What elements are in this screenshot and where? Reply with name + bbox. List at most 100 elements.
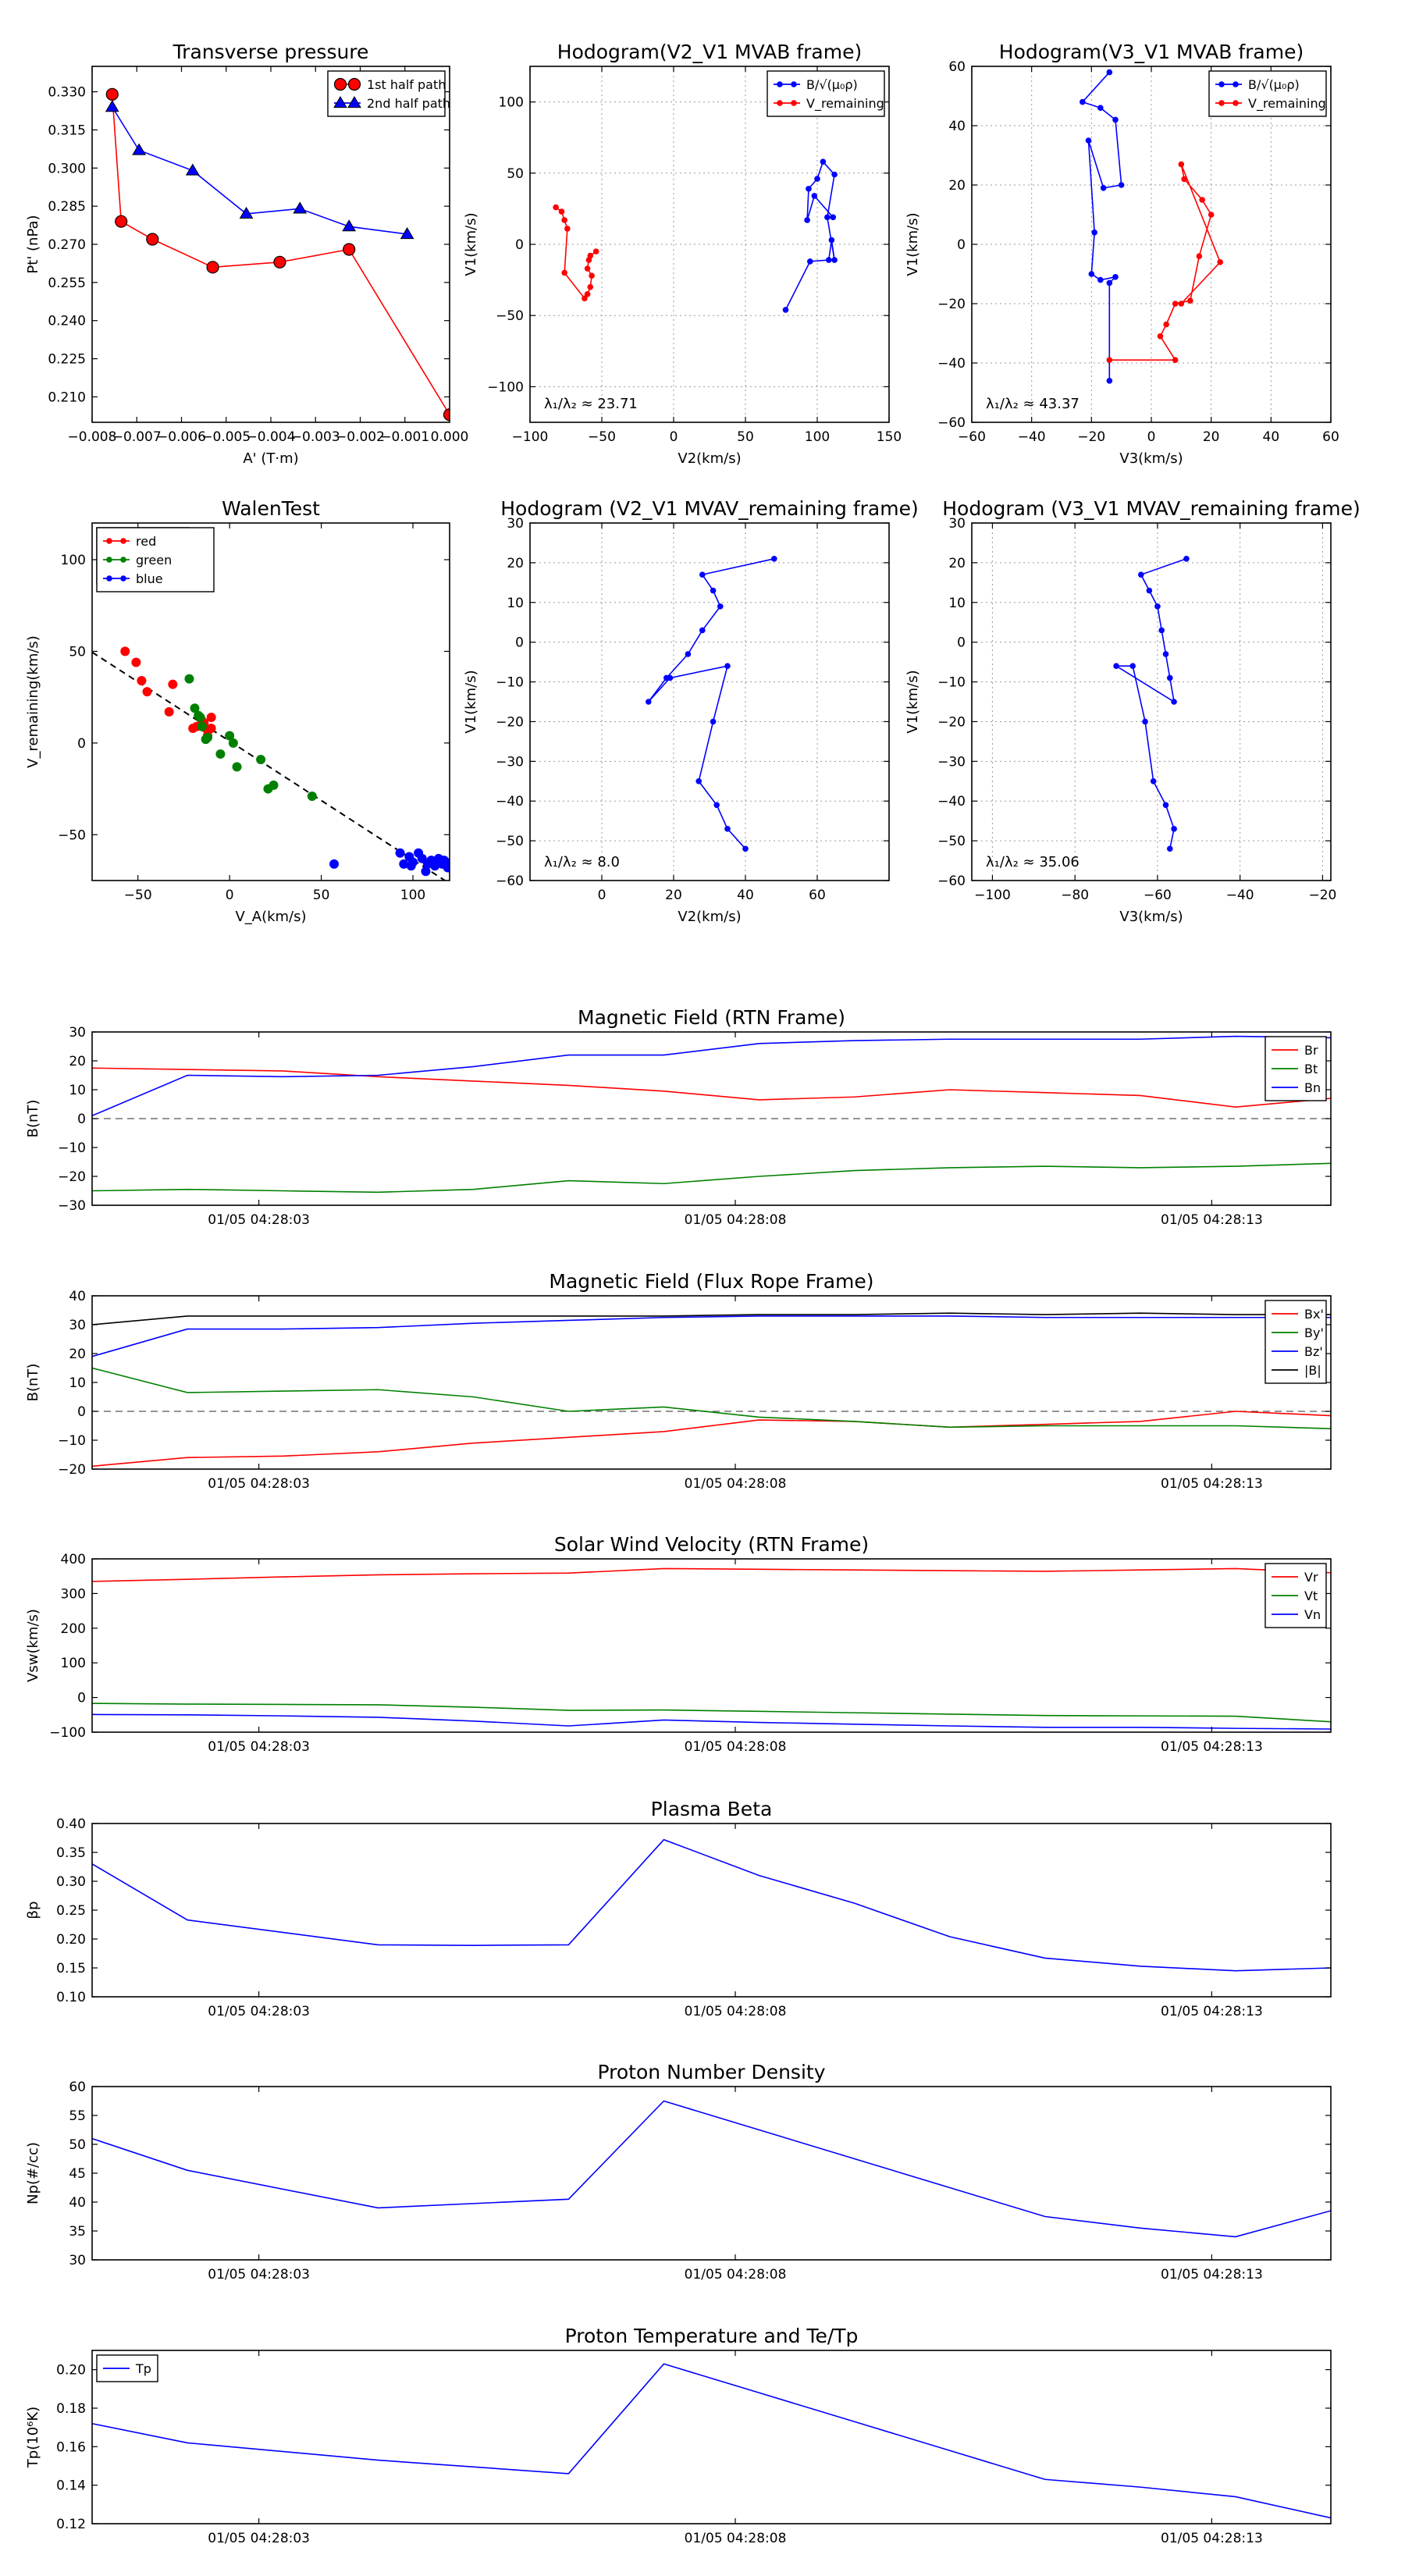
y-tick-label: −10: [58, 1433, 86, 1449]
hodogram-v3-v1-mvav-panel: −100 −80 −60 −40 −20−60−50−40−30−20−10010203…: [905, 497, 1361, 925]
data-point: [713, 802, 720, 809]
y-tick-label: 20: [507, 556, 524, 571]
legend-label: B/√(μ₀ρ): [806, 77, 858, 92]
annotation-text: λ₁/λ₂ ≈ 23.71: [544, 396, 638, 412]
y-axis-label: B(nT): [25, 1100, 41, 1138]
y-tick-label: 0.40: [56, 1816, 86, 1832]
data-point: [1112, 116, 1119, 123]
y-tick-label: 0.14: [56, 2478, 86, 2494]
x-tick-label: 01/05 04:28:03: [208, 1212, 310, 1228]
legend-label: Tp: [135, 2361, 151, 2376]
data-point: [105, 100, 119, 112]
data-point: [329, 859, 340, 869]
x-tick-label: 01/05 04:28:08: [685, 1212, 787, 1228]
data-point: [771, 556, 777, 562]
data-point: [1166, 674, 1173, 681]
x-tick-label: 01/05 04:28:03: [208, 2267, 310, 2282]
x-tick-label: 01/05 04:28:03: [208, 2004, 310, 2019]
hodogram-v2-v1-mvab-series: [553, 158, 838, 313]
y-tick-label: −10: [496, 675, 524, 691]
x-tick-label: 01/05 04:28:08: [685, 1476, 787, 1492]
data-point: [228, 738, 238, 748]
legend-box: [327, 70, 446, 117]
y-tick-label: 20: [69, 1347, 86, 1362]
data-point: [1162, 802, 1169, 809]
x-tick-label: −0.003: [291, 429, 340, 445]
series-line-Vr: [92, 1567, 1331, 1582]
chart-title: Solar Wind Velocity (RTN Frame): [554, 1533, 869, 1556]
data-point: [206, 724, 216, 734]
data-point: [1172, 357, 1179, 364]
data-point: [1171, 826, 1177, 832]
data-point: [1187, 297, 1193, 304]
data-point: [824, 214, 831, 221]
plasma-beta-series: [92, 1838, 1331, 1972]
x-tick-label: 01/05 04:28:13: [1161, 2004, 1263, 2019]
y-tick-label: −100: [487, 379, 524, 395]
data-point: [399, 859, 409, 869]
chart-title: Hodogram (V3_V1 MVAV_remaining frame): [942, 497, 1361, 520]
y-tick-label: 100: [61, 553, 86, 568]
x-axis-label: V_A(km/s): [235, 909, 306, 925]
x-tick-label: −0.002: [336, 429, 385, 445]
x-tick-label: −50: [588, 429, 616, 445]
y-tick-label: 10: [948, 596, 966, 611]
data-point: [1217, 259, 1223, 265]
y-tick-label: 400: [61, 1552, 86, 1567]
data-point: [695, 777, 702, 785]
data-point: [430, 861, 440, 871]
proton-temperature-series: [92, 2363, 1331, 2519]
y-tick-label: −40: [937, 356, 966, 372]
x-axis-label: A' (T·m): [243, 450, 298, 467]
x-tick-label: 01/05 04:28:13: [1161, 2267, 1263, 2282]
hodogram-v3-v1-mvab-series: [1080, 69, 1223, 384]
series-line-Bx': [92, 1411, 1331, 1468]
y-tick-label: 10: [69, 1083, 86, 1098]
y-tick-label: 0: [77, 1691, 86, 1706]
chart-title: Plasma Beta: [651, 1798, 773, 1820]
data-point: [1097, 276, 1104, 283]
legend-label: Br: [1304, 1043, 1318, 1058]
x-tick-label: −0.006: [157, 429, 206, 445]
y-tick-label: −50: [496, 308, 524, 324]
y-tick-label: −20: [937, 297, 966, 312]
y-tick-label: 45: [69, 2166, 86, 2182]
legend-marker: [777, 81, 783, 87]
legend-marker: [120, 538, 126, 544]
y-tick-label: 0.210: [48, 390, 86, 405]
data-point: [1157, 333, 1164, 340]
data-point: [646, 699, 652, 705]
data-point: [742, 845, 749, 852]
data-point: [685, 651, 692, 657]
y-tick-label: 30: [69, 2253, 86, 2268]
chart-title: WalenTest: [222, 497, 320, 520]
data-point: [587, 283, 594, 290]
magnetic-field-flux-rope-panel: 01/05 04:28:03 01/05 04:28:08 01/05 04:28:…: [25, 1270, 1332, 1492]
series-line-Vn: [92, 1713, 1331, 1730]
data-point: [206, 261, 219, 274]
y-axis-label: Vsw(km/s): [25, 1609, 41, 1682]
magnetic-field-rtn-panel: 01/05 04:28:03 01/05 04:28:08 01/05 04:28:…: [25, 1006, 1332, 1228]
data-point: [1097, 105, 1104, 111]
data-point: [1171, 699, 1177, 705]
chart-title: Magnetic Field (Flux Rope Frame): [549, 1270, 873, 1293]
legend-label: V_remaining: [806, 96, 884, 112]
data-point: [343, 243, 356, 256]
x-tick-label: 0.000: [431, 429, 469, 445]
hodogram-v2-v1-mvav-panel: 0 20 40 60 −60 −50 −40 −30 −20 −10 0 10 20 30Hodogram…: [463, 497, 919, 925]
y-tick-label: 0.255: [48, 276, 86, 291]
solar-wind-velocity-panel: 01/05 04:28:03 01/05 04:28:08 01/05 04:28:…: [25, 1533, 1332, 1755]
x-tick-label: 100: [400, 888, 425, 903]
walen-test-series: [120, 646, 450, 877]
series-line-Bt: [92, 1162, 1331, 1194]
data-point: [1208, 212, 1215, 218]
x-tick-label: −20: [1077, 429, 1105, 445]
y-axis-label: Pt' (nPa): [25, 215, 41, 273]
data-point: [724, 663, 731, 669]
data-point: [1129, 663, 1136, 669]
data-point: [1154, 603, 1161, 610]
data-point: [115, 215, 128, 228]
x-tick-label: 01/05 04:28:13: [1161, 1739, 1263, 1755]
